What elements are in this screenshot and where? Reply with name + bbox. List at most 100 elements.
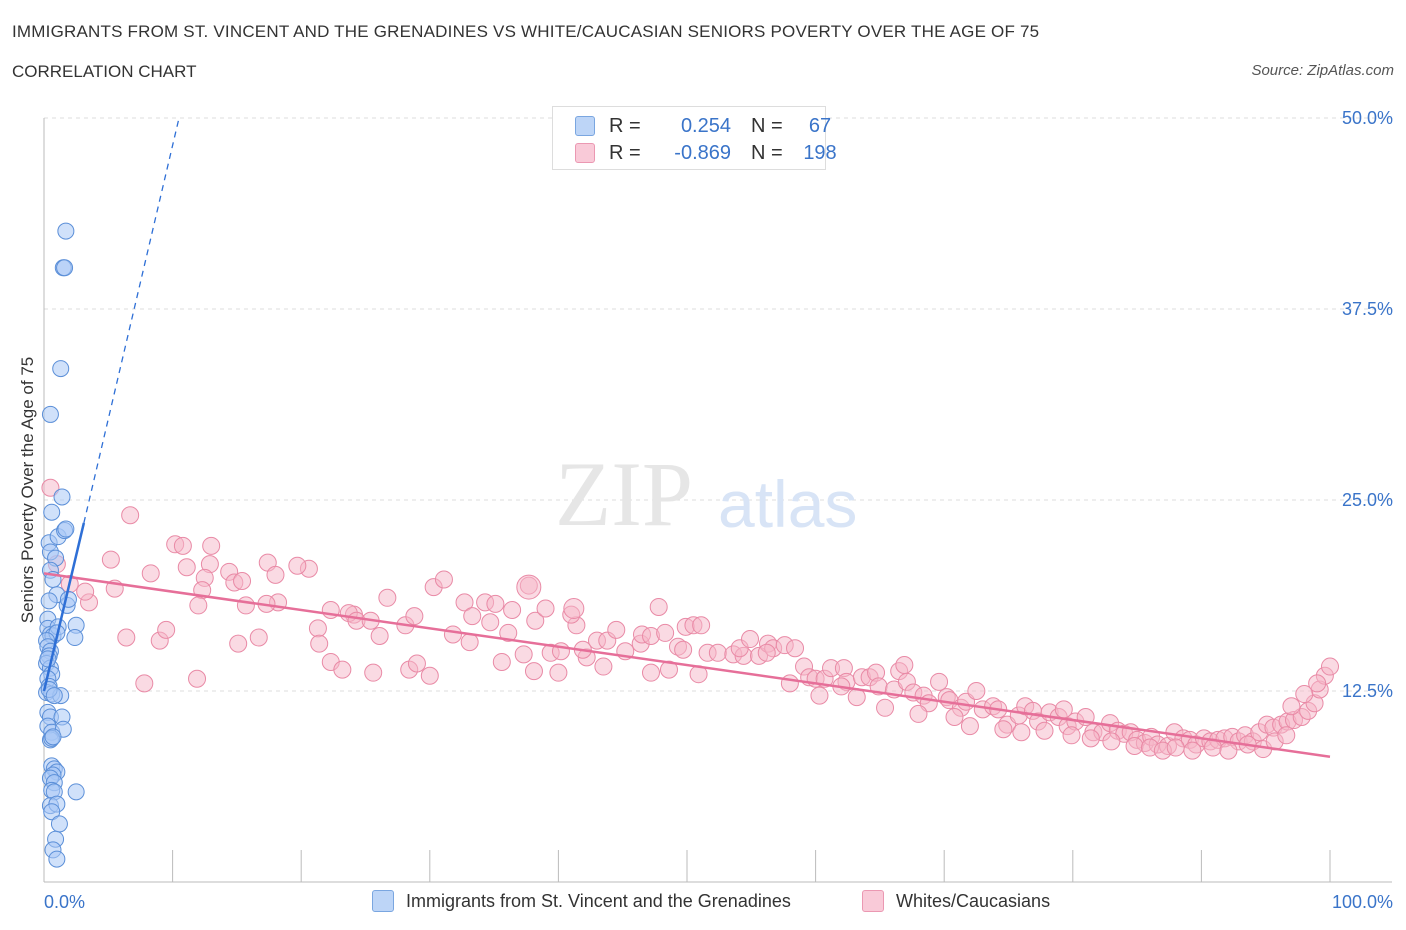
data-point-pink bbox=[157, 620, 176, 639]
data-point-pink bbox=[659, 660, 678, 679]
data-point-pink bbox=[960, 717, 979, 736]
data-point-pink bbox=[649, 597, 668, 616]
data-point-pink bbox=[460, 633, 479, 652]
data-point-pink bbox=[786, 639, 805, 658]
data-point-pink bbox=[1102, 732, 1121, 751]
data-point-pink bbox=[1295, 685, 1314, 704]
legend-swatch-blue bbox=[372, 890, 394, 912]
data-point-blue bbox=[44, 728, 62, 746]
data-point-blue bbox=[45, 687, 63, 705]
data-point-pink bbox=[76, 582, 95, 601]
trendline-blue-dashed bbox=[83, 117, 180, 524]
data-point-pink bbox=[1081, 729, 1100, 748]
watermark-zip: ZIP bbox=[555, 443, 693, 545]
data-point-pink bbox=[266, 565, 285, 584]
data-point-pink bbox=[364, 663, 383, 682]
legend-swatch-pink bbox=[575, 143, 595, 163]
trend-lines bbox=[42, 117, 1331, 758]
data-point-pink bbox=[121, 506, 140, 525]
data-point-pink bbox=[536, 599, 555, 618]
data-point-pink bbox=[1219, 741, 1238, 760]
legend-label-series2: Whites/Caucasians bbox=[896, 890, 1051, 911]
data-point-blue bbox=[59, 590, 77, 608]
legend-label-series1: Immigrants from St. Vincent and the Gren… bbox=[406, 890, 791, 911]
x-tick-label: 100.0% bbox=[1332, 892, 1393, 912]
data-point-pink bbox=[492, 652, 511, 671]
legend-r-value: 0.254 bbox=[680, 114, 731, 137]
data-point-pink bbox=[117, 628, 136, 647]
data-point-pink bbox=[810, 686, 829, 705]
x-tick-label: 0.0% bbox=[44, 892, 85, 912]
data-point-blue bbox=[43, 803, 61, 821]
data-point-pink bbox=[994, 720, 1013, 739]
pink-series bbox=[41, 478, 1339, 760]
data-point-pink bbox=[188, 669, 207, 688]
data-point-pink bbox=[233, 571, 252, 590]
data-point-pink bbox=[1125, 737, 1144, 756]
data-point-blue bbox=[57, 222, 75, 240]
legend-row-series2: R = -0.869 N = 198 bbox=[575, 142, 845, 164]
data-point-pink bbox=[1277, 726, 1296, 745]
legend-n-label: N = bbox=[751, 114, 783, 137]
data-point-pink bbox=[236, 596, 255, 615]
legend-n-value: 198 bbox=[803, 141, 837, 164]
legend-r-label: R = bbox=[609, 141, 641, 164]
series-legend: Immigrants from St. Vincent and the Gren… bbox=[0, 890, 1406, 914]
data-point-pink bbox=[455, 593, 474, 612]
data-point-pink bbox=[229, 634, 248, 653]
legend-r-value: -0.869 bbox=[674, 141, 731, 164]
data-point-pink bbox=[1166, 738, 1185, 757]
data-point-pink bbox=[503, 601, 522, 620]
data-point-pink bbox=[692, 616, 711, 635]
data-point-pink bbox=[674, 640, 693, 659]
data-point-pink bbox=[524, 662, 543, 681]
tick-labels: 12.5% 25.0% 37.5% 50.0% 0.0% 100.0% bbox=[44, 108, 1393, 912]
data-point-pink bbox=[563, 597, 585, 619]
y-tick-label: 37.5% bbox=[1342, 299, 1393, 319]
data-point-pink bbox=[189, 596, 208, 615]
data-point-pink bbox=[443, 625, 462, 644]
data-point-pink bbox=[641, 663, 660, 682]
data-point-pink bbox=[486, 594, 505, 613]
data-point-pink bbox=[177, 558, 196, 577]
data-point-blue bbox=[56, 259, 74, 277]
y-tick-label: 25.0% bbox=[1342, 490, 1393, 510]
data-point-blue bbox=[53, 488, 71, 506]
data-point-blue bbox=[40, 592, 58, 610]
data-point-pink bbox=[308, 619, 327, 638]
legend-row-series1: R = 0.254 N = 67 bbox=[575, 115, 845, 137]
data-point-pink bbox=[407, 654, 426, 673]
legend-r-label: R = bbox=[609, 114, 641, 137]
data-point-pink bbox=[945, 707, 964, 726]
legend-n-value: 67 bbox=[808, 114, 832, 137]
data-point-pink bbox=[1035, 721, 1054, 740]
data-point-pink bbox=[909, 704, 928, 723]
data-point-blue bbox=[48, 850, 66, 868]
data-point-blue bbox=[41, 405, 59, 423]
trendline-blue bbox=[42, 522, 86, 692]
data-point-pink bbox=[135, 674, 154, 693]
chart-subtitle: CORRELATION CHART bbox=[12, 62, 197, 81]
data-point-pink bbox=[173, 536, 192, 555]
data-point-blue bbox=[67, 783, 85, 801]
data-point-pink bbox=[420, 666, 439, 685]
chart-title: IMMIGRANTS FROM ST. VINCENT AND THE GREN… bbox=[12, 22, 1040, 41]
data-point-pink bbox=[1012, 723, 1031, 742]
data-point-pink bbox=[514, 645, 533, 664]
data-point-pink bbox=[499, 623, 518, 642]
data-point-pink bbox=[141, 564, 160, 583]
data-point-pink bbox=[288, 556, 307, 575]
data-point-pink bbox=[930, 672, 949, 691]
data-point-pink bbox=[41, 478, 60, 497]
y-tick-label: 50.0% bbox=[1342, 108, 1393, 128]
data-point-blue bbox=[50, 815, 68, 833]
data-point-blue bbox=[43, 503, 61, 521]
y-tick-label: 12.5% bbox=[1342, 681, 1393, 701]
data-point-pink bbox=[1308, 674, 1327, 693]
data-point-pink bbox=[526, 611, 545, 630]
legend-item-series1: Immigrants from St. Vincent and the Gren… bbox=[372, 890, 791, 912]
data-point-pink bbox=[249, 628, 268, 647]
data-point-pink bbox=[708, 643, 727, 662]
data-point-pink bbox=[594, 657, 613, 676]
data-point-pink bbox=[333, 660, 352, 679]
